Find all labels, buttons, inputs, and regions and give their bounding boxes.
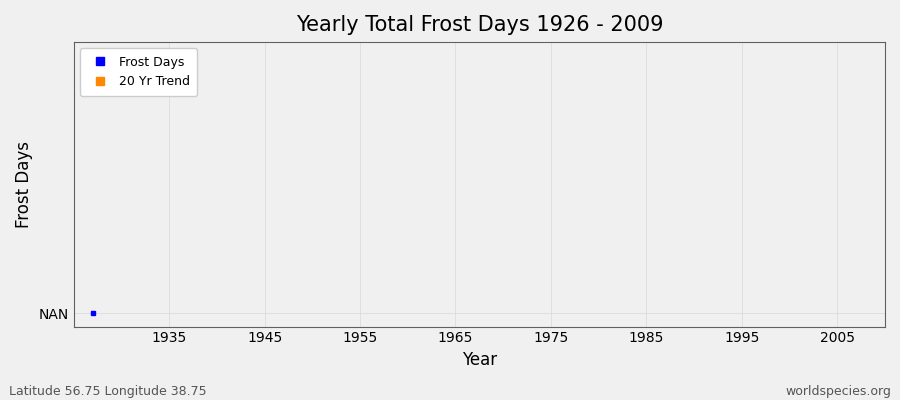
X-axis label: Year: Year [462, 351, 497, 369]
Legend: Frost Days, 20 Yr Trend: Frost Days, 20 Yr Trend [80, 48, 197, 96]
Text: worldspecies.org: worldspecies.org [785, 385, 891, 398]
Text: Latitude 56.75 Longitude 38.75: Latitude 56.75 Longitude 38.75 [9, 385, 207, 398]
Y-axis label: Frost Days: Frost Days [15, 141, 33, 228]
Title: Yearly Total Frost Days 1926 - 2009: Yearly Total Frost Days 1926 - 2009 [295, 15, 663, 35]
